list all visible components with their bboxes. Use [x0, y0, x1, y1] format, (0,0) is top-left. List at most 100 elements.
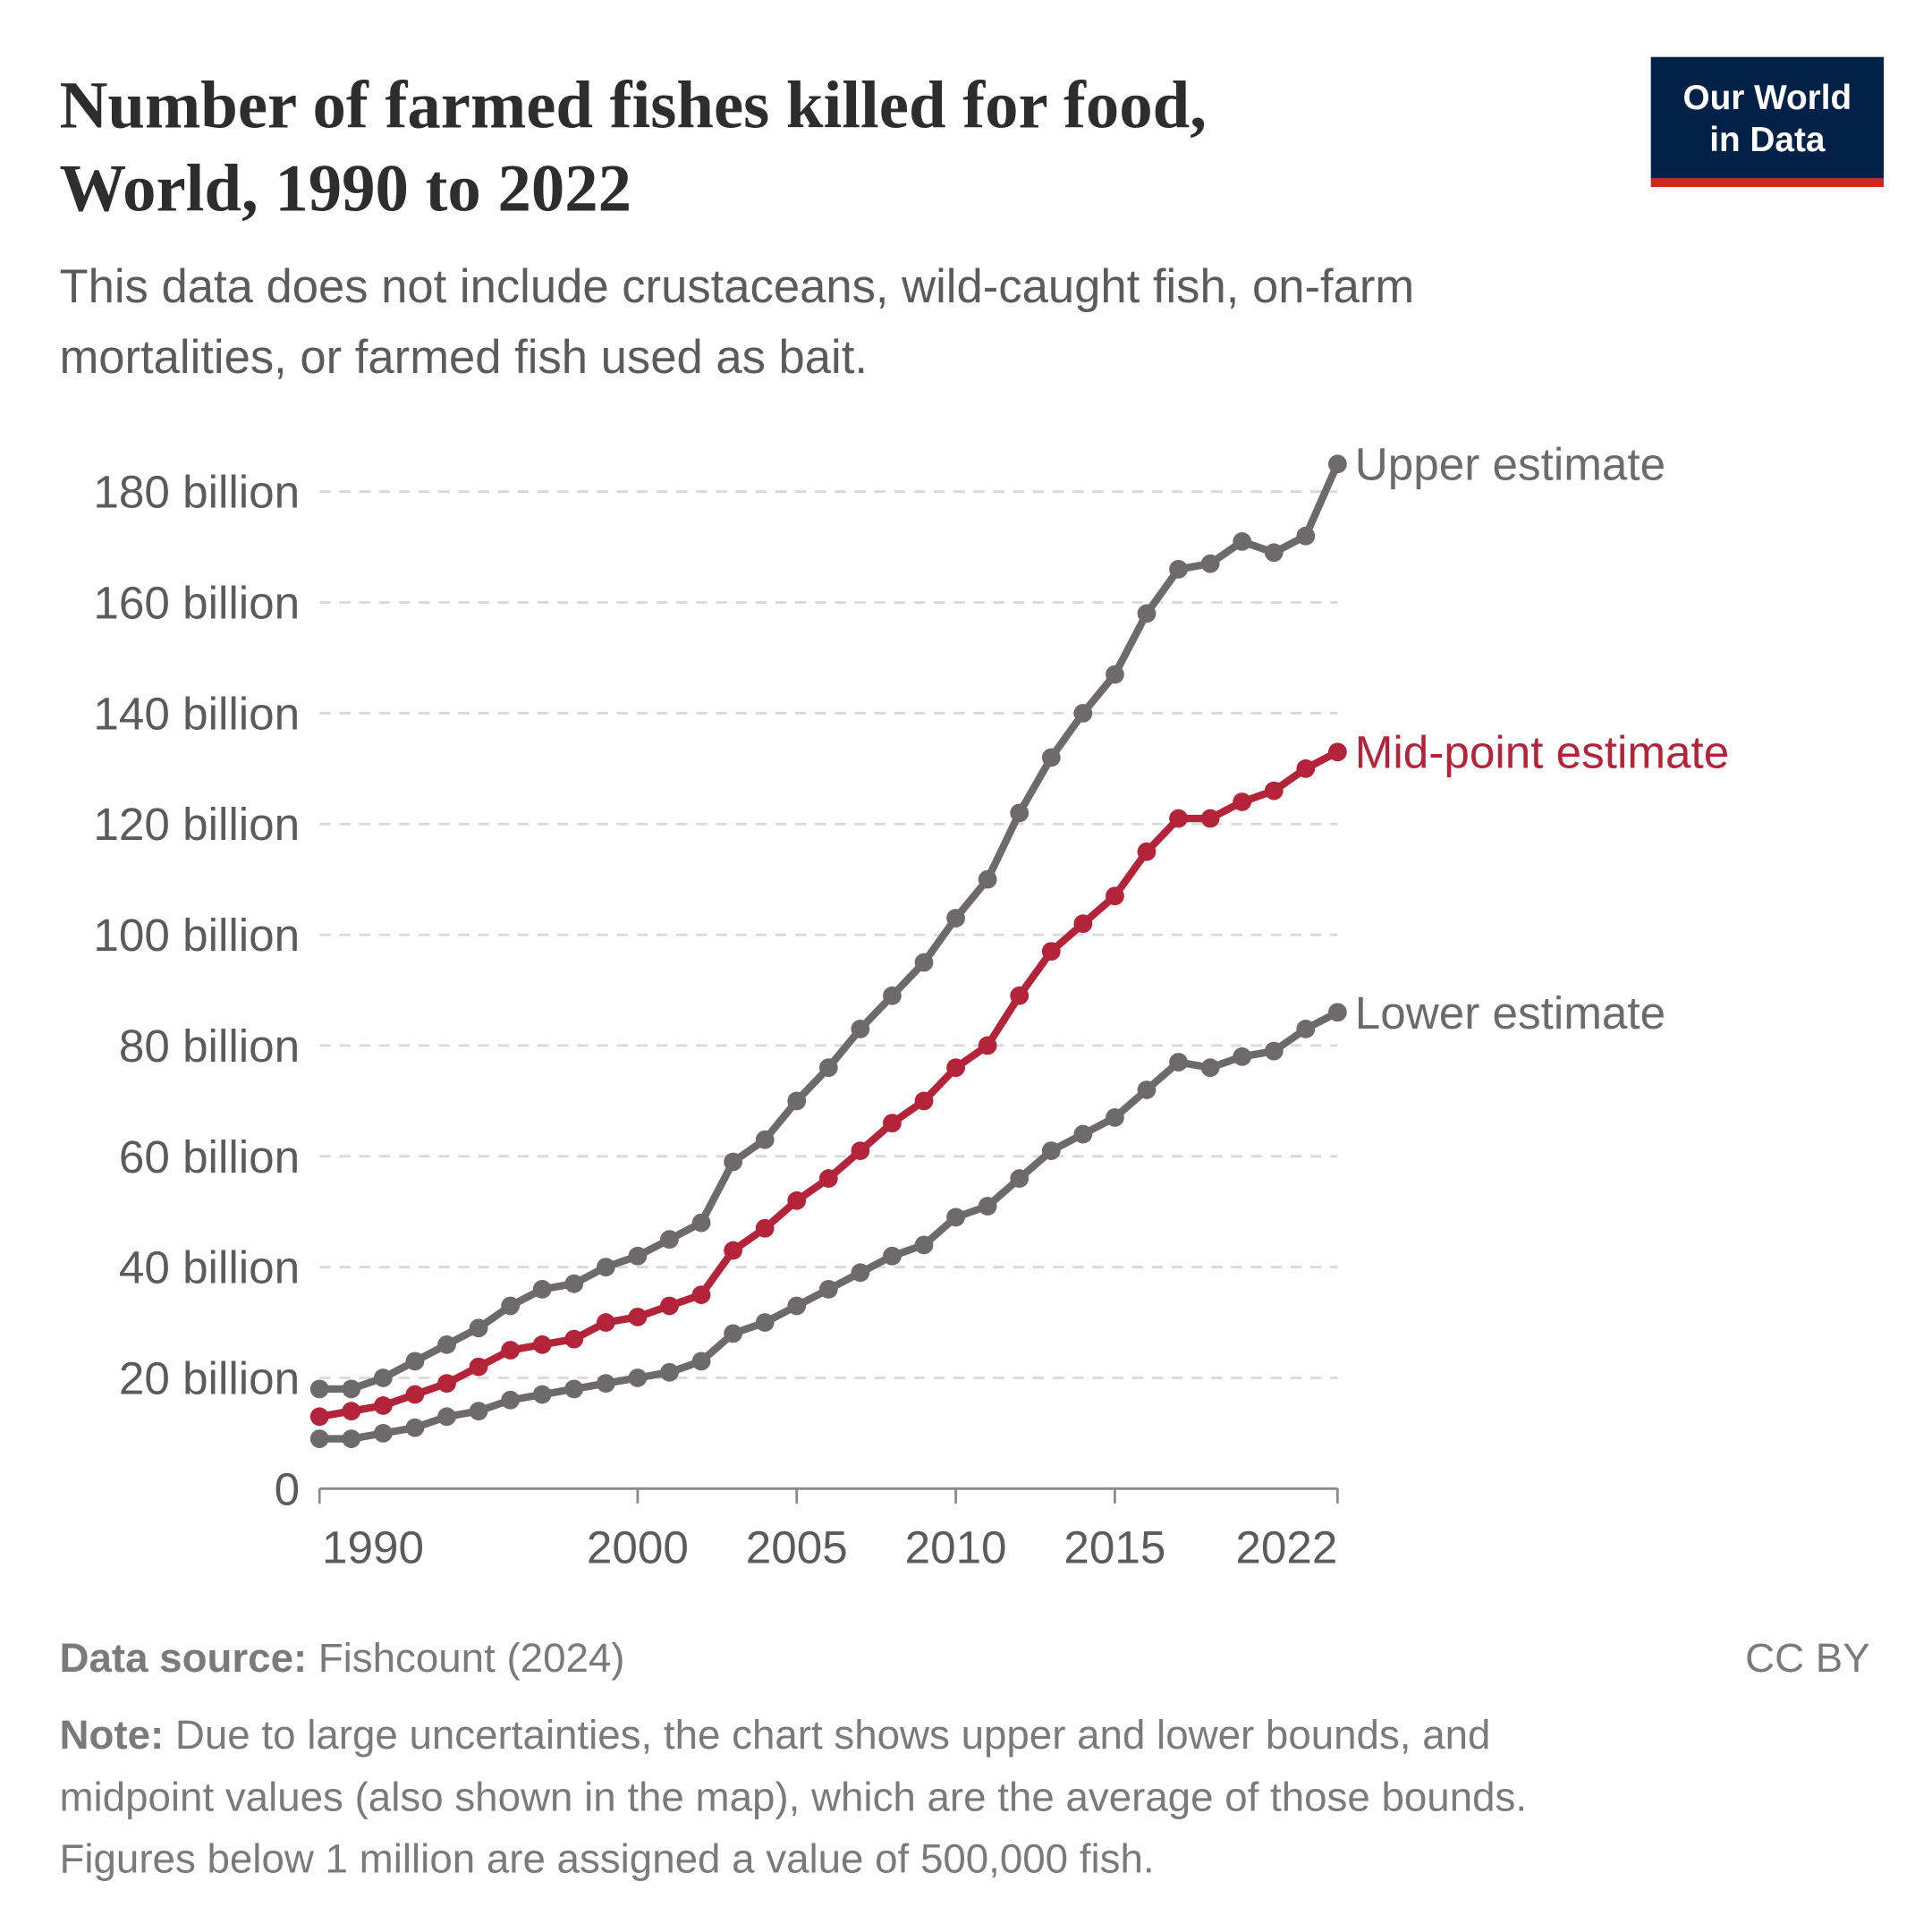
- data-point: [1137, 1080, 1157, 1099]
- data-point: [1073, 1124, 1093, 1144]
- data-point: [818, 1169, 838, 1188]
- note: Note: Due to large uncertainties, the ch…: [59, 1712, 1490, 1758]
- data-point: [755, 1130, 775, 1149]
- data-point: [883, 986, 902, 1005]
- series-label: Upper estimate: [1355, 439, 1665, 490]
- data-point: [628, 1307, 648, 1326]
- x-tick-label: 2010: [905, 1521, 1007, 1572]
- data-point: [532, 1335, 552, 1354]
- note-label: Note:: [59, 1712, 164, 1758]
- data-point: [1328, 1003, 1347, 1022]
- data-point: [309, 1379, 329, 1399]
- data-point: [342, 1402, 361, 1420]
- data-point: [1328, 742, 1347, 762]
- data-point: [1041, 748, 1061, 767]
- data-point: [405, 1385, 425, 1404]
- data-point: [501, 1296, 521, 1316]
- source: Data source: Fishcount (2024): [59, 1635, 624, 1681]
- data-point: [437, 1374, 456, 1394]
- plot-area: 0 20 billion 40 billion 60 billion 80 billio…: [93, 439, 1729, 1573]
- series-label: Lower estimate: [1355, 987, 1665, 1038]
- chart-subtitle: This data does not include crustaceans, …: [59, 260, 1414, 313]
- data-point: [1200, 554, 1220, 573]
- data-point: [978, 869, 997, 889]
- logo-text: in Data: [1709, 121, 1826, 159]
- chart-title: World, 1990 to 2022: [59, 151, 631, 225]
- data-point: [818, 1058, 838, 1078]
- data-point: [437, 1407, 456, 1427]
- data-point: [1233, 532, 1252, 551]
- data-point: [1073, 704, 1093, 723]
- data-point: [405, 1418, 425, 1437]
- data-point: [564, 1379, 584, 1399]
- y-tick-label: 20 billion: [119, 1352, 300, 1403]
- data-point: [883, 1246, 902, 1266]
- data-point: [787, 1296, 807, 1316]
- data-point: [628, 1368, 648, 1387]
- data-point: [978, 1197, 997, 1216]
- data-point: [946, 1208, 965, 1227]
- y-tick-label: 100 billion: [93, 910, 300, 961]
- chart-subtitle: mortalities, or farmed fish used as bait…: [59, 331, 868, 384]
- data-point: [1041, 942, 1061, 962]
- data-point: [1233, 1046, 1252, 1066]
- data-point: [1233, 792, 1252, 811]
- data-point: [596, 1258, 615, 1276]
- data-point: [1200, 1058, 1220, 1078]
- data-point: [1106, 886, 1124, 906]
- data-point: [787, 1191, 807, 1210]
- data-point: [691, 1352, 711, 1371]
- series-label: Mid-point estimate: [1355, 727, 1729, 778]
- data-point: [1296, 758, 1316, 778]
- y-tick-label: 160 billion: [93, 578, 300, 629]
- x-tick-label: 1990: [322, 1521, 424, 1572]
- data-point: [342, 1379, 361, 1399]
- data-point: [1264, 1041, 1284, 1061]
- data-point: [755, 1218, 775, 1238]
- data-point: [309, 1407, 329, 1427]
- x-tick-label: 2022: [1235, 1521, 1337, 1572]
- data-point: [1264, 543, 1284, 563]
- data-point: [501, 1341, 521, 1360]
- data-point: [1106, 1108, 1124, 1127]
- data-point: [1010, 1169, 1030, 1188]
- y-tick-label: 80 billion: [119, 1021, 300, 1072]
- data-point: [946, 909, 965, 928]
- data-point: [1264, 781, 1284, 801]
- y-tick-label: 40 billion: [119, 1242, 300, 1293]
- data-point: [309, 1429, 329, 1448]
- data-point: [1010, 803, 1030, 823]
- data-point: [437, 1335, 456, 1354]
- data-point: [532, 1280, 552, 1299]
- data-point: [660, 1362, 679, 1382]
- data-point: [373, 1368, 393, 1387]
- data-point: [342, 1429, 361, 1448]
- note-text: Due to large uncertainties, the chart sh…: [164, 1712, 1490, 1758]
- data-point: [373, 1396, 393, 1415]
- data-point: [914, 1235, 934, 1255]
- data-point: [564, 1274, 584, 1293]
- y-tick-label: 60 billion: [119, 1131, 300, 1182]
- y-tick-label: 180 billion: [93, 467, 300, 518]
- data-point: [883, 1114, 902, 1132]
- license: CC BY: [1745, 1635, 1870, 1681]
- data-point: [851, 1019, 870, 1038]
- data-point: [405, 1352, 425, 1371]
- data-point: [1137, 604, 1157, 623]
- data-point: [596, 1313, 615, 1332]
- data-point: [978, 1036, 997, 1055]
- data-point: [660, 1230, 679, 1250]
- x-tick-label: 2005: [746, 1521, 848, 1572]
- data-point: [1137, 842, 1157, 861]
- data-point: [1010, 986, 1030, 1005]
- data-point: [851, 1263, 870, 1283]
- data-point: [691, 1213, 711, 1233]
- source-label: Data source:: [59, 1635, 307, 1681]
- data-point: [1106, 665, 1124, 684]
- data-point: [1169, 809, 1188, 828]
- data-point: [373, 1424, 393, 1443]
- data-point: [1169, 1053, 1188, 1072]
- y-tick-label: 120 billion: [93, 799, 300, 850]
- data-point: [596, 1374, 615, 1394]
